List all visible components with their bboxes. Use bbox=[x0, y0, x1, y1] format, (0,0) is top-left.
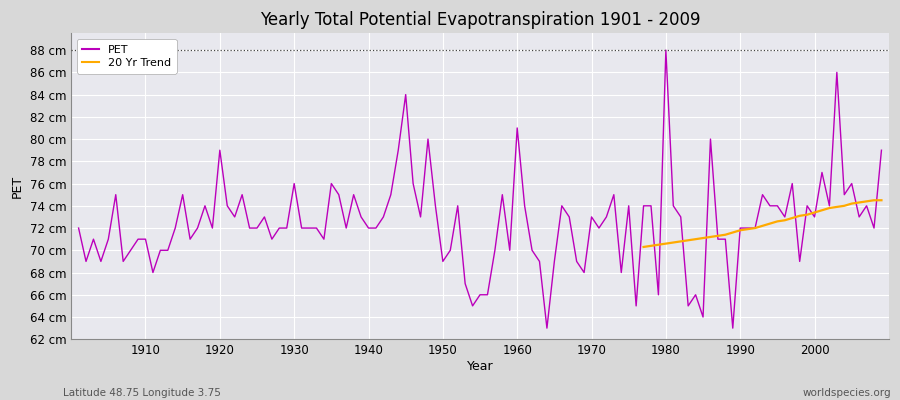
Title: Yearly Total Potential Evapotranspiration 1901 - 2009: Yearly Total Potential Evapotranspiratio… bbox=[260, 11, 700, 29]
Text: worldspecies.org: worldspecies.org bbox=[803, 388, 891, 398]
Text: Latitude 48.75 Longitude 3.75: Latitude 48.75 Longitude 3.75 bbox=[63, 388, 220, 398]
Y-axis label: PET: PET bbox=[11, 175, 24, 198]
X-axis label: Year: Year bbox=[467, 360, 493, 373]
Legend: PET, 20 Yr Trend: PET, 20 Yr Trend bbox=[76, 39, 176, 74]
